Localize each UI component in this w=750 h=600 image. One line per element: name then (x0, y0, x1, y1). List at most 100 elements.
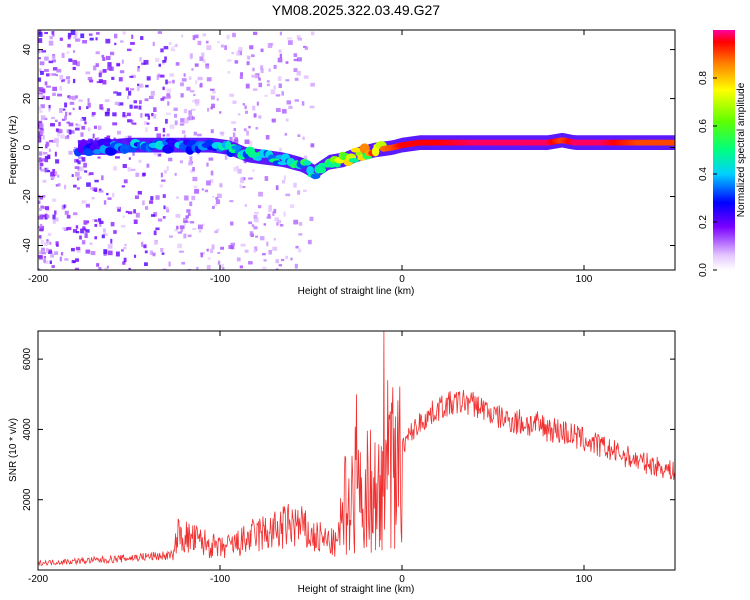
speckle-cell (54, 251, 59, 255)
speckle-cell (244, 139, 250, 145)
speckle-cell (158, 63, 162, 67)
speckle-cell (250, 54, 255, 58)
speckle-cell (57, 174, 60, 178)
speckle-cell (73, 184, 77, 188)
speckle-cell (297, 134, 301, 138)
speckle-cell (39, 129, 44, 135)
speckle-cell (192, 176, 198, 182)
speckle-cell (87, 172, 91, 176)
speckle-cell (242, 103, 245, 106)
speckle-cell (76, 177, 80, 181)
speckle-cell (206, 45, 212, 51)
speckle-cell (65, 111, 68, 117)
speckle-cell (51, 265, 55, 268)
speckle-cell (69, 101, 75, 105)
speckle-cell (121, 59, 124, 64)
speckle-cell (275, 108, 281, 113)
y-tick-label: 20 (22, 93, 33, 105)
speckle-cell (113, 137, 116, 141)
speckle-cell (40, 239, 44, 245)
speckle-cell (48, 249, 52, 254)
speckle-cell (72, 35, 78, 39)
speckle-cell (38, 207, 42, 211)
speckle-cell (194, 189, 200, 194)
speckle-cell (39, 110, 43, 113)
speckle-cell (224, 45, 227, 50)
speckle-cell (52, 59, 56, 63)
speckle-cell (258, 115, 262, 119)
speckle-cell (122, 31, 126, 35)
speckle-cell (136, 86, 140, 92)
speckle-cell (193, 93, 196, 97)
speckle-cell (72, 67, 76, 70)
speckle-cell (161, 252, 165, 255)
speckle-cell (77, 187, 80, 190)
speckle-cell (232, 100, 237, 104)
speckle-cell (260, 68, 264, 74)
speckle-cell (117, 130, 121, 135)
speckle-cell (173, 45, 177, 48)
colorbar-tick-label: 0.6 (698, 119, 709, 133)
speckle-cell (285, 118, 289, 122)
speckle-cell (101, 234, 105, 239)
speckle-cell (246, 130, 249, 136)
speckle-cell (45, 96, 50, 100)
speckle-cell (192, 35, 196, 41)
speckle-cell (169, 124, 175, 129)
speckle-cell (240, 72, 244, 76)
speckle-cell (138, 83, 143, 88)
speckle-cell (68, 122, 74, 127)
speckle-cell (38, 93, 44, 98)
speckle-cell (85, 249, 91, 254)
speckle-cell (51, 31, 55, 35)
speckle-cell (132, 122, 137, 125)
speckle-cell (49, 260, 52, 265)
speckle-cell (160, 247, 164, 253)
ridge-cell (315, 166, 327, 174)
speckle-cell (39, 163, 44, 167)
speckle-cell (290, 257, 293, 261)
speckle-cell (285, 79, 290, 82)
speckle-cell (106, 135, 111, 139)
speckle-cell (244, 204, 248, 207)
speckle-cell (101, 54, 105, 58)
speckle-cell (81, 240, 86, 245)
speckle-cell (232, 32, 236, 38)
speckle-cell (135, 172, 140, 177)
speckle-cell (131, 74, 136, 79)
speckle-cell (151, 112, 154, 117)
speckle-cell (106, 108, 111, 112)
speckle-cell (84, 170, 88, 173)
speckle-cell (39, 123, 44, 128)
speckle-cell (136, 83, 140, 86)
speckle-cell (98, 218, 102, 222)
speckle-cell (75, 31, 79, 35)
speckle-cell (56, 68, 62, 73)
speckle-cell (98, 267, 102, 270)
speckle-cell (172, 79, 175, 84)
speckle-cell (48, 107, 51, 112)
speckle-cell (220, 264, 224, 269)
speckle-cell (226, 34, 230, 40)
speckle-cell (202, 33, 206, 37)
speckle-cell (122, 112, 126, 117)
speckle-cell (138, 159, 142, 163)
speckle-cell (162, 96, 166, 99)
speckle-cell (184, 195, 189, 201)
heatmap-signal-ridge (73, 132, 675, 180)
speckle-cell (245, 110, 248, 114)
speckle-cell (208, 157, 214, 161)
x-tick-label: 0 (399, 574, 405, 585)
speckle-cell (195, 102, 200, 106)
speckle-cell (193, 185, 198, 189)
speckle-cell (277, 219, 282, 224)
speckle-cell (270, 89, 276, 95)
speckle-cell (54, 151, 57, 157)
speckle-cell (206, 264, 211, 270)
ridge-cell (310, 173, 321, 180)
speckle-cell (279, 53, 282, 58)
speckle-cell (272, 246, 278, 251)
speckle-cell (233, 139, 239, 145)
speckle-cell (104, 111, 110, 117)
speckle-cell (260, 65, 264, 71)
